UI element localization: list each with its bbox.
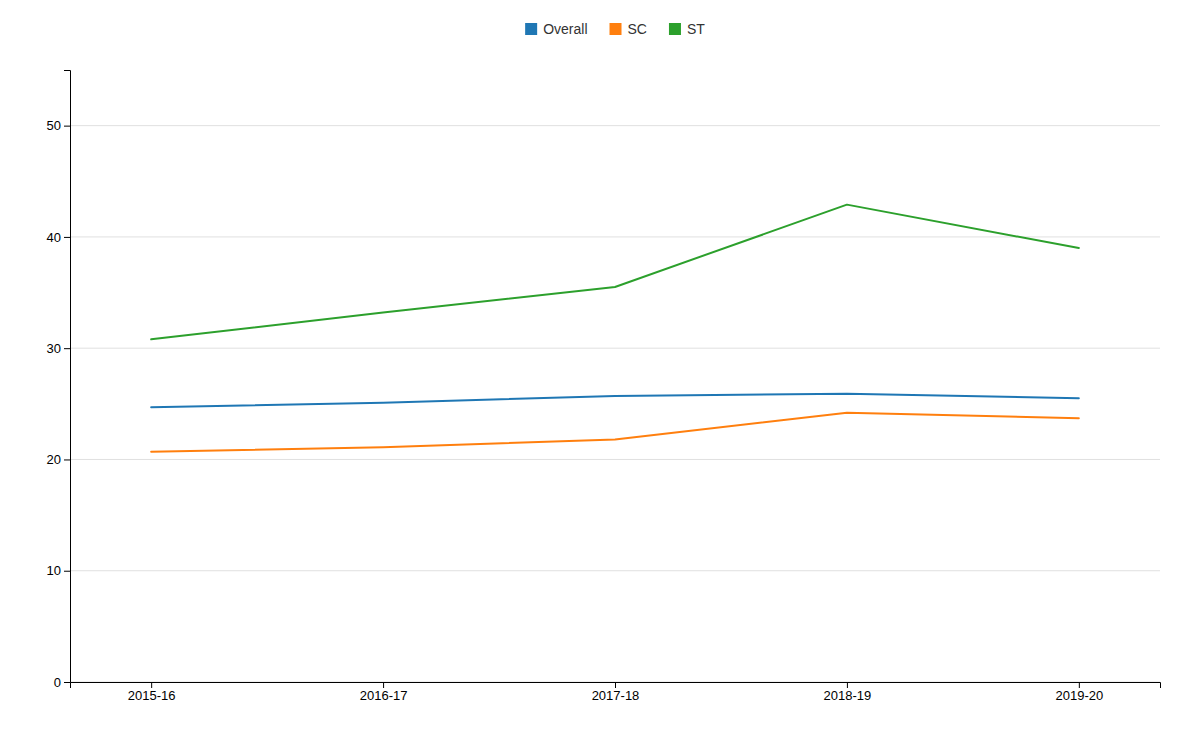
tick-label: 50 <box>47 118 61 133</box>
legend-swatch <box>525 23 537 35</box>
y-tick: 40 <box>47 230 70 245</box>
legend-item: ST <box>669 21 705 37</box>
series-line <box>151 205 1079 340</box>
x-axis: 2015-16 2016-17 2017-18 2018-19 2019-20 <box>71 682 1161 703</box>
grid-line <box>70 125 1160 126</box>
grid-line <box>70 236 1160 237</box>
tick-mark <box>64 682 70 683</box>
x-tick: 2015-16 <box>128 682 176 703</box>
tick-label: 40 <box>47 230 61 245</box>
tick-label: 2017-18 <box>592 688 640 703</box>
y-tick: 20 <box>47 452 70 467</box>
grid-line <box>70 459 1160 460</box>
axis-line <box>71 683 1161 689</box>
tick-mark <box>64 571 70 572</box>
lines <box>151 205 1079 452</box>
tick-label: 10 <box>47 563 61 578</box>
x-tick: 2017-18 <box>592 682 640 703</box>
tick-mark <box>64 348 70 349</box>
legend: Overall SC ST <box>525 21 705 37</box>
plot: 010203040502015-162016-172017-182018-192… <box>47 71 1161 704</box>
tick-label: 30 <box>47 341 61 356</box>
legend-swatch <box>669 23 681 35</box>
y-tick: 50 <box>47 118 70 133</box>
tick-label: 2015-16 <box>128 688 176 703</box>
legend-label: Overall <box>543 21 587 37</box>
tick-mark <box>615 682 616 688</box>
legend-item: SC <box>610 21 647 37</box>
chart: 010203040502015-162016-172017-182018-192… <box>0 0 1200 742</box>
grid-line <box>70 570 1160 571</box>
grid-line <box>70 348 1160 349</box>
x-tick: 2018-19 <box>824 682 872 703</box>
legend-label: SC <box>628 21 647 37</box>
legend-item: Overall <box>525 21 587 37</box>
tick-mark <box>847 682 848 688</box>
tick-label: 2019-20 <box>1055 688 1103 703</box>
y-axis: 0 10 20 30 40 50 <box>47 71 71 690</box>
tick-label: 2016-17 <box>360 688 408 703</box>
series-line <box>151 394 1079 407</box>
y-tick: 0 <box>54 675 70 690</box>
tick-label: 0 <box>54 675 61 690</box>
x-tick: 2019-20 <box>1055 682 1103 703</box>
grid <box>70 126 1160 682</box>
axis-line <box>64 71 71 683</box>
tick-label: 20 <box>47 452 61 467</box>
legend-label: ST <box>687 21 705 37</box>
tick-mark <box>64 459 70 460</box>
series-line <box>151 413 1079 452</box>
tick-mark <box>383 682 384 688</box>
tick-mark <box>151 682 152 688</box>
tick-label: 2018-19 <box>824 688 872 703</box>
tick-mark <box>64 237 70 238</box>
x-tick: 2016-17 <box>360 682 408 703</box>
tick-mark <box>64 126 70 127</box>
tick-mark <box>1079 682 1080 688</box>
y-tick: 30 <box>47 341 70 356</box>
y-tick: 10 <box>47 563 70 578</box>
legend-swatch <box>610 23 622 35</box>
